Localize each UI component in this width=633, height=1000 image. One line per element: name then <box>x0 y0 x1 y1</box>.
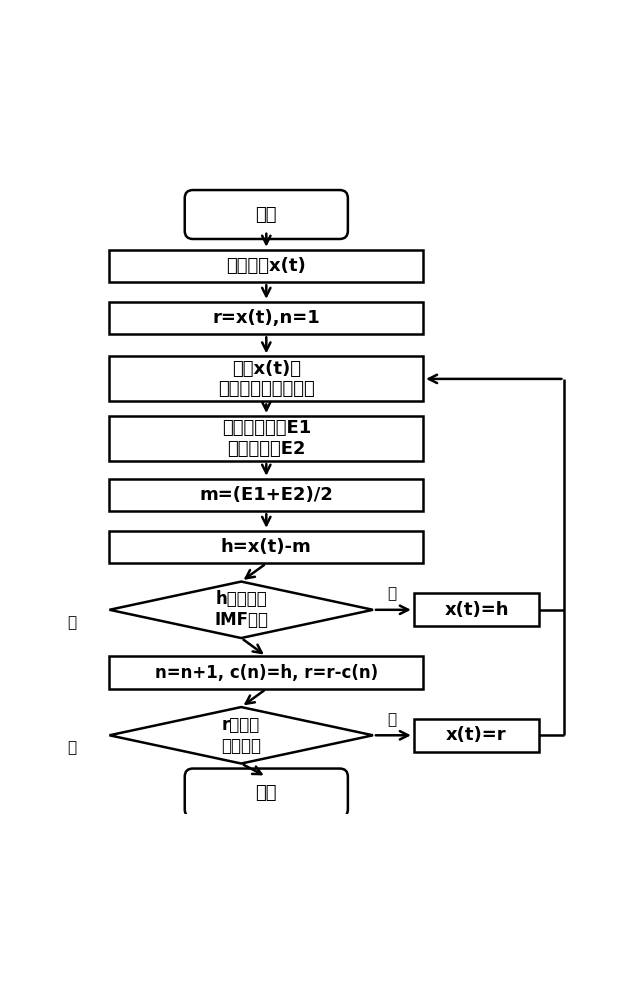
Text: 拟合上包络线E1
和下包络线E2: 拟合上包络线E1 和下包络线E2 <box>222 419 311 458</box>
Bar <box>110 479 423 511</box>
Bar <box>110 656 423 689</box>
Text: 开始: 开始 <box>256 206 277 224</box>
Text: x(t)=h: x(t)=h <box>444 601 509 619</box>
Text: 结束: 结束 <box>256 784 277 802</box>
Polygon shape <box>110 707 373 764</box>
FancyBboxPatch shape <box>185 769 348 817</box>
Text: r是否为
单调函数: r是否为 单调函数 <box>221 716 261 755</box>
Text: m=(E1+E2)/2: m=(E1+E2)/2 <box>199 486 333 504</box>
Text: 是: 是 <box>67 615 77 630</box>
FancyBboxPatch shape <box>185 190 348 239</box>
Text: n=n+1, c(n)=h, r=r-c(n): n=n+1, c(n)=h, r=r-c(n) <box>154 664 378 682</box>
Text: 否: 否 <box>387 587 396 602</box>
Text: h=x(t)-m: h=x(t)-m <box>221 538 311 556</box>
Bar <box>110 531 423 563</box>
Bar <box>110 250 423 282</box>
Bar <box>414 719 539 752</box>
Bar <box>110 302 423 334</box>
Text: 是: 是 <box>67 740 77 755</box>
Polygon shape <box>110 582 373 638</box>
Bar <box>110 356 423 401</box>
Bar <box>110 416 423 461</box>
Text: 确定x(t)的
局部极大值和极小值: 确定x(t)的 局部极大值和极小值 <box>218 360 315 398</box>
Text: 输入信号x(t): 输入信号x(t) <box>227 257 306 275</box>
Bar <box>414 593 539 626</box>
Text: x(t)=r: x(t)=r <box>446 726 507 744</box>
Text: 否: 否 <box>387 712 396 727</box>
Text: h是否满足
IMF条件: h是否满足 IMF条件 <box>214 590 268 629</box>
Text: r=x(t),n=1: r=x(t),n=1 <box>213 309 320 327</box>
